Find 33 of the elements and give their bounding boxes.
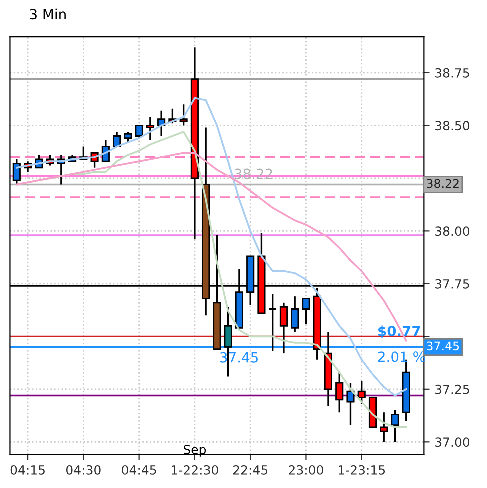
candlestick <box>146 116 154 142</box>
x-tick-label: 23:00 <box>289 465 324 475</box>
x-tick-label: 1-22:30 <box>172 465 218 475</box>
candlestick <box>380 412 388 443</box>
y-tick-label: 38.75 <box>436 68 470 78</box>
candlestick <box>391 410 400 443</box>
y-tick-label: 37.75 <box>436 279 470 289</box>
candlestick <box>302 298 310 325</box>
ref-line-label: 38.22 <box>427 179 459 188</box>
candlestick <box>346 382 355 426</box>
ref-line-label: 37.45 <box>427 342 460 351</box>
chart-title: 3 Min <box>30 8 66 20</box>
candlestick <box>124 131 132 144</box>
x-tick-label: 1-23:15 <box>338 465 386 475</box>
candlestick <box>291 296 300 334</box>
candlestick <box>135 124 144 140</box>
x-tick-label: 04:15 <box>10 465 45 475</box>
x-tick-label: 04:45 <box>122 465 156 475</box>
candlestick <box>358 380 366 406</box>
y-tick-label: 37.25 <box>436 384 470 394</box>
candlestick <box>180 104 188 127</box>
candlestick <box>102 140 110 162</box>
x-tick-label: 22:45 <box>233 465 268 475</box>
annotation: Sep <box>184 445 206 457</box>
y-tick-label: 38.50 <box>436 121 470 131</box>
x-tick-label: 04:30 <box>66 465 101 475</box>
y-tick-label: 38.00 <box>436 226 470 236</box>
annotation: $0.77 <box>378 326 420 338</box>
candlestick <box>336 372 344 414</box>
candlestick <box>280 302 288 354</box>
candlestick <box>12 158 21 186</box>
y-tick-label: 37.00 <box>436 438 470 448</box>
candlestick <box>113 131 122 148</box>
